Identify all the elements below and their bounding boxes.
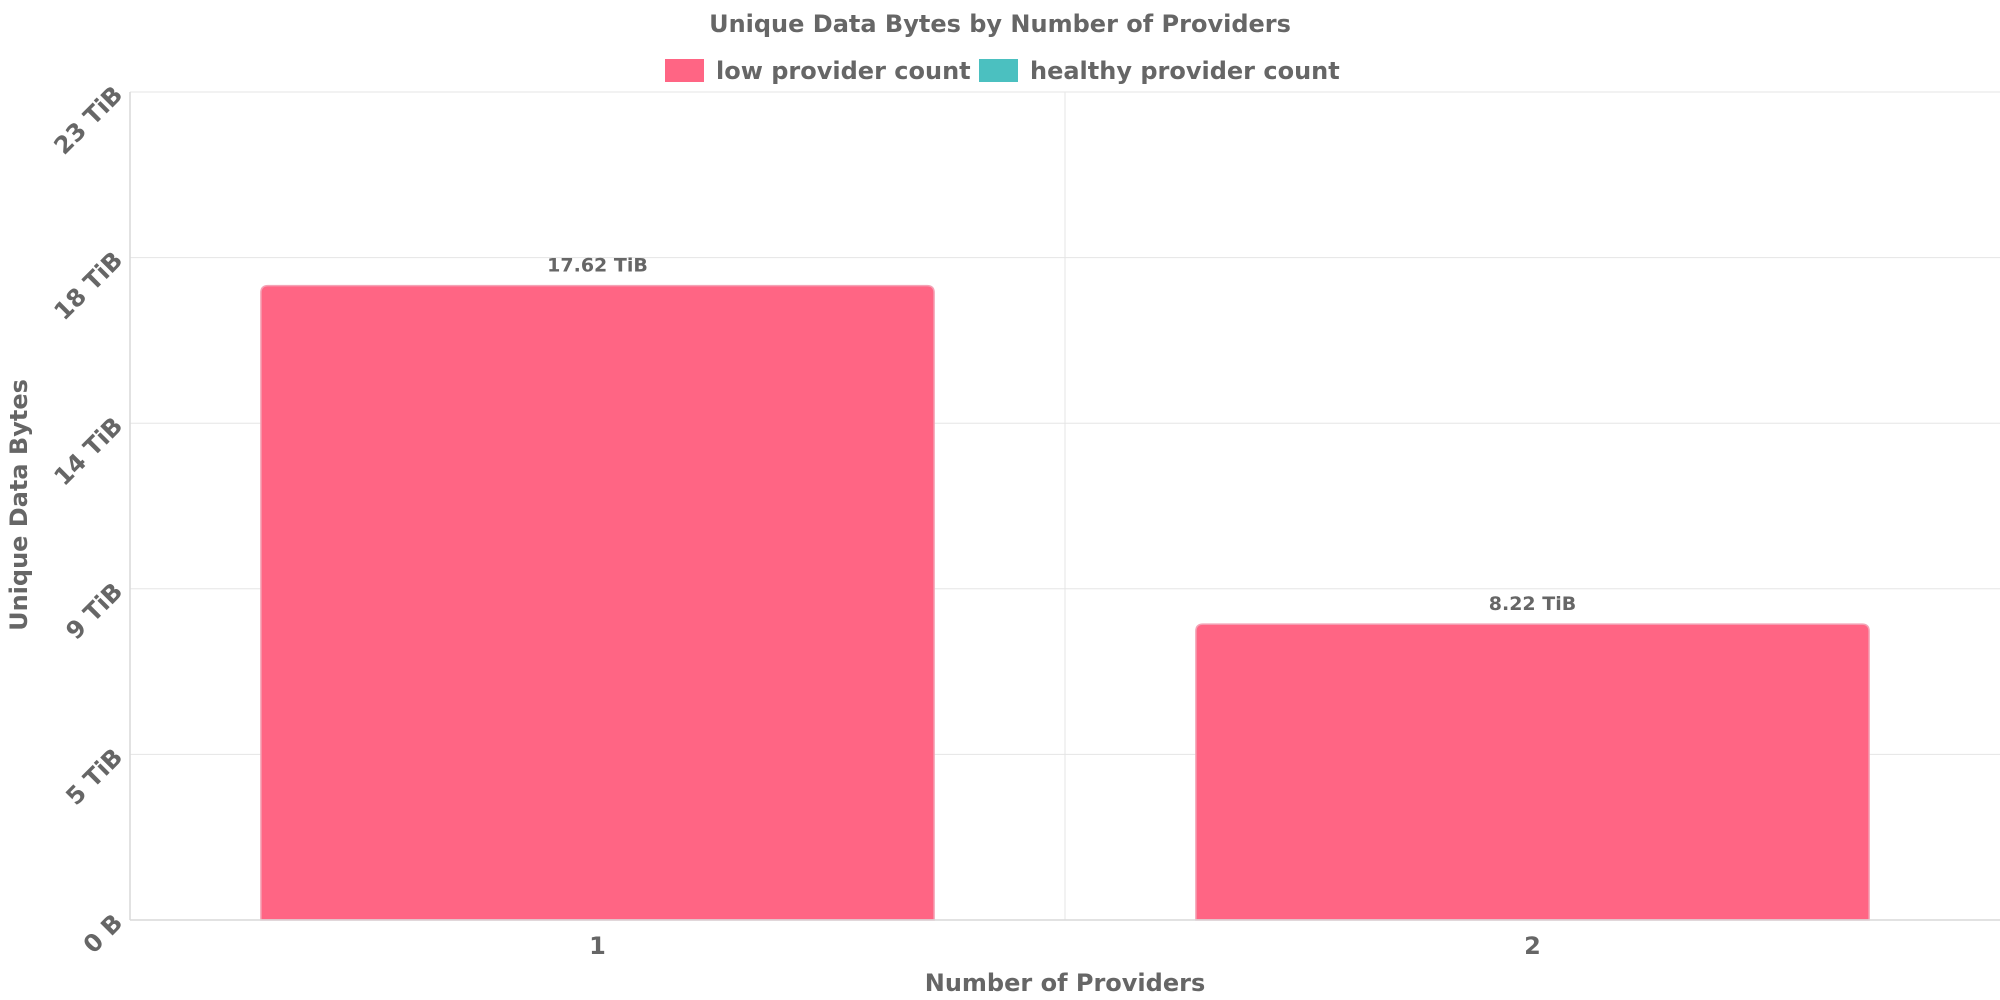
y-tick-label: 0 B bbox=[78, 908, 128, 958]
y-tick-label: 18 TiB bbox=[49, 246, 129, 326]
bar-low-provider-count-1[interactable] bbox=[260, 284, 935, 921]
y-tick-labels: 0 B 5 TiB 9 TiB 14 TiB 18 TiB 23 TiB bbox=[49, 80, 129, 958]
legend-label-healthy-provider-count: healthy provider count bbox=[1030, 57, 1340, 85]
legend-swatch-low-provider-count bbox=[665, 59, 704, 82]
legend[interactable]: low provider count healthy provider coun… bbox=[665, 57, 1340, 85]
y-tick-label: 9 TiB bbox=[60, 577, 128, 645]
y-tick-label: 23 TiB bbox=[49, 80, 129, 160]
legend-item-healthy-provider-count[interactable]: healthy provider count bbox=[979, 57, 1340, 85]
x-tick-label: 1 bbox=[589, 932, 606, 960]
x-tick-label: 2 bbox=[1524, 932, 1541, 960]
y-tick-label: 14 TiB bbox=[49, 412, 129, 492]
legend-item-low-provider-count[interactable]: low provider count bbox=[665, 57, 971, 85]
x-axis-title: Number of Providers bbox=[925, 969, 1205, 997]
bar-value-label: 8.22 TiB bbox=[1489, 593, 1576, 615]
chart-title: Unique Data Bytes by Number of Providers bbox=[709, 10, 1291, 38]
axes bbox=[129, 92, 2000, 921]
data-labels: 17.62 TiB 8.22 TiB bbox=[547, 255, 1576, 615]
legend-swatch-healthy-provider-count bbox=[979, 59, 1018, 82]
bar-value-label: 17.62 TiB bbox=[547, 255, 648, 277]
bars bbox=[260, 284, 1870, 921]
y-axis-title: Unique Data Bytes bbox=[5, 379, 33, 631]
legend-label-low-provider-count: low provider count bbox=[716, 57, 971, 85]
y-tick-label: 5 TiB bbox=[60, 743, 128, 811]
bar-low-provider-count-2[interactable] bbox=[1195, 623, 1870, 921]
